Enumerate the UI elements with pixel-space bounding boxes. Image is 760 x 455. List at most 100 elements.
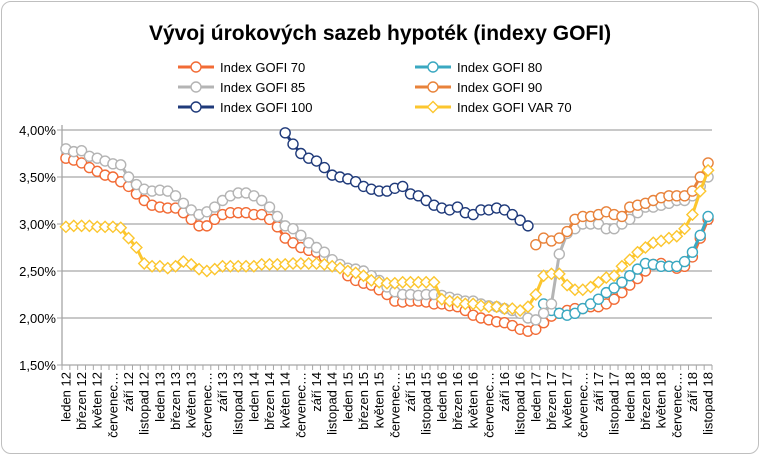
data-point <box>122 231 136 245</box>
data-point <box>263 201 276 213</box>
legend-item: Index GOFI 70 <box>178 60 305 75</box>
data-point <box>553 248 565 260</box>
data-point <box>310 155 323 167</box>
legend-marker <box>426 100 440 114</box>
data-point <box>279 127 291 139</box>
x-tick-label: leden 17 <box>528 372 543 422</box>
x-tick-label: leden 15 <box>340 372 355 422</box>
legend-item: Index GOFI 90 <box>415 80 542 95</box>
data-point <box>153 259 167 273</box>
data-point <box>318 246 331 258</box>
data-point <box>521 300 535 314</box>
x-tick-label: březen 12 <box>74 372 89 430</box>
data-point <box>607 269 621 283</box>
x-tick-label: září 17 <box>591 372 606 412</box>
data-point <box>678 222 692 236</box>
data-point <box>530 238 542 251</box>
data-point <box>106 220 120 234</box>
data-point <box>451 201 464 213</box>
x-tick-label: červenec… <box>575 372 590 438</box>
legend-label: Index GOFI 90 <box>457 80 542 95</box>
x-tick-label: listopad 18 <box>701 372 716 435</box>
data-point <box>295 229 307 241</box>
data-point <box>396 180 409 193</box>
data-point <box>114 221 128 235</box>
x-tick-label: květen 12 <box>90 372 105 428</box>
x-tick-label: leden 18 <box>622 372 637 422</box>
data-point <box>318 161 331 174</box>
series-index-gofi-100 <box>279 127 534 232</box>
series-index-gofi-90 <box>530 157 714 251</box>
x-tick-label: březen 18 <box>638 372 653 430</box>
data-point <box>357 269 370 283</box>
data-point <box>670 229 684 243</box>
legend-item: Index GOFI 85 <box>178 80 305 95</box>
series-index-gofi-80 <box>537 210 714 321</box>
x-tick-label: červenec… <box>199 372 214 438</box>
y-tick-label: 4,00% <box>19 123 56 138</box>
data-point <box>115 159 127 171</box>
x-tick-label: září 18 <box>685 372 700 412</box>
x-tick-label: březen 14 <box>262 372 277 430</box>
data-point <box>176 255 190 269</box>
x-tick-label: září 16 <box>497 372 512 412</box>
data-point <box>638 241 652 254</box>
data-point <box>529 288 543 301</box>
x-tick-label: listopad 15 <box>419 372 434 435</box>
data-point <box>310 256 324 270</box>
x-tick-label: červenec… <box>669 372 684 438</box>
data-point <box>686 246 699 258</box>
data-point <box>552 267 566 281</box>
data-point <box>129 241 143 254</box>
y-tick-label: 2,00% <box>19 311 56 326</box>
x-tick-label: červenec… <box>387 372 402 438</box>
data-point <box>184 257 198 271</box>
data-point <box>561 225 573 238</box>
data-point <box>349 266 363 280</box>
legend-label: Index GOFI 85 <box>220 80 305 95</box>
data-point <box>255 194 268 207</box>
data-point <box>325 259 339 273</box>
data-point <box>450 295 464 309</box>
data-point <box>591 275 605 289</box>
x-tick-label: květen 16 <box>466 372 481 428</box>
x-tick-label: listopad 16 <box>513 372 528 435</box>
data-point <box>608 282 620 294</box>
data-point <box>169 190 182 202</box>
chart-title: Vývoj úrokových sazeb hypoték (indexy GO… <box>149 22 611 45</box>
legend-label: Index GOFI 80 <box>457 60 542 75</box>
data-point <box>537 307 550 319</box>
x-tick-label: listopad 12 <box>137 372 152 435</box>
data-point <box>372 275 386 289</box>
data-point <box>685 208 699 222</box>
x-tick-label: březen 17 <box>544 372 559 430</box>
data-point <box>201 220 213 232</box>
x-axis: leden 12 březen 12 květen 12 červenec… září … <box>58 364 716 438</box>
x-tick-label: červenec… <box>293 372 308 438</box>
data-point <box>474 299 488 313</box>
x-tick-label: květen 17 <box>560 372 575 428</box>
data-point <box>169 259 183 273</box>
legend-marker <box>190 101 202 113</box>
legend-marker <box>190 81 202 93</box>
data-point <box>553 232 565 244</box>
y-tick-label: 2,50% <box>19 264 56 279</box>
data-point <box>584 280 598 294</box>
x-tick-label: červenec… <box>105 372 120 438</box>
data-point <box>694 229 706 241</box>
x-tick-label: listopad 17 <box>607 372 622 435</box>
data-point <box>608 293 620 305</box>
legend-marker <box>427 61 439 73</box>
data-point <box>616 210 628 223</box>
x-tick-label: leden 14 <box>246 372 261 422</box>
x-tick-label: červenec… <box>481 372 496 438</box>
data-point <box>287 138 299 150</box>
data-point <box>623 253 637 267</box>
y-tick-label: 3,00% <box>19 217 56 232</box>
legend-item: Index GOFI 100 <box>178 100 313 115</box>
data-point <box>177 197 190 210</box>
data-point <box>490 300 504 314</box>
data-point <box>287 222 299 235</box>
